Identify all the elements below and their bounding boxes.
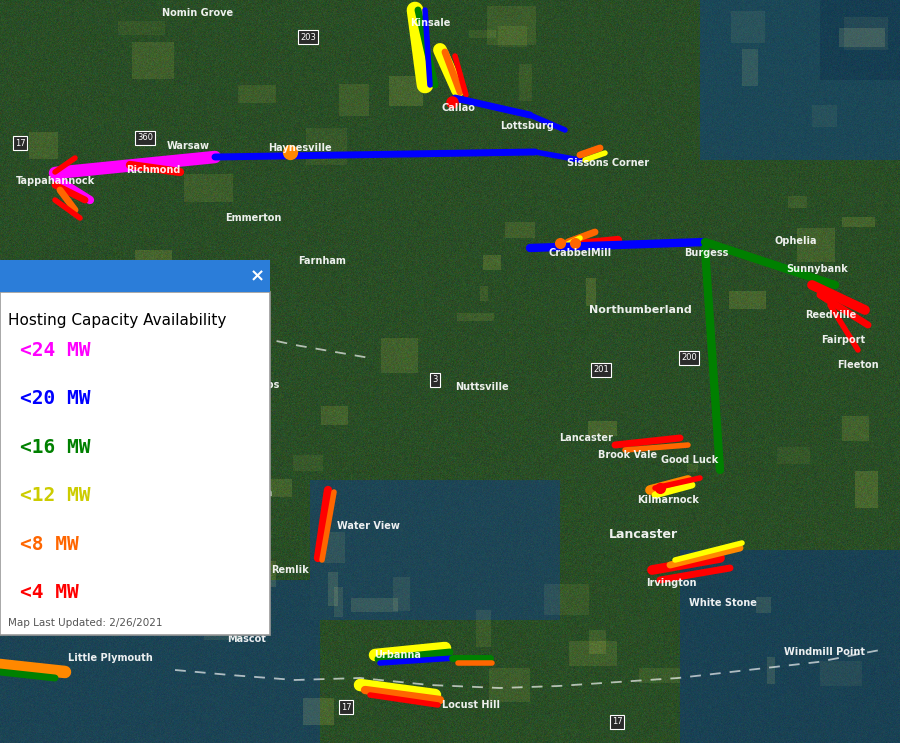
Text: Lancaster: Lancaster [559,433,613,443]
Text: <12 MW: <12 MW [20,487,91,505]
Text: Mascot: Mascot [228,634,266,644]
Text: Fairport: Fairport [821,335,865,345]
Text: 360: 360 [137,134,153,143]
Text: Warsaw: Warsaw [166,141,210,151]
Text: <24 MW: <24 MW [20,340,91,360]
Text: Irvington: Irvington [646,578,697,588]
Text: Urbanna: Urbanna [374,650,421,660]
Text: Brook Vale: Brook Vale [598,450,658,460]
Text: Fleeton: Fleeton [837,360,878,370]
Bar [0,260,270,292]
Text: Haynesville: Haynesville [268,143,332,153]
Text: 17: 17 [14,138,25,148]
Text: Lancaster: Lancaster [608,528,678,541]
Text: <16 MW: <16 MW [20,438,91,457]
Text: Jamaica: Jamaica [231,488,273,498]
Text: Kinsale: Kinsale [410,18,450,28]
Text: 203: 203 [300,33,316,42]
Text: Sunnybank: Sunnybank [786,264,848,274]
Text: <4 MW: <4 MW [20,583,79,603]
Text: Richmond: Richmond [126,165,180,175]
Text: Windmill Point: Windmill Point [785,647,866,657]
Text: Tappahannock: Tappahannock [15,176,94,186]
Text: White Stone: White Stone [689,598,757,608]
Text: Water View: Water View [337,521,400,531]
Text: 17: 17 [341,702,351,712]
Text: Farnham: Farnham [298,256,346,266]
Text: Locust Hill: Locust Hill [442,700,500,710]
Text: 3: 3 [432,375,437,384]
Text: Callao: Callao [441,103,475,113]
Text: <20 MW: <20 MW [20,389,91,408]
Text: Remlik: Remlik [271,565,309,575]
Text: Ophelia: Ophelia [775,236,817,246]
Text: CrabbelMill: CrabbelMill [548,248,612,258]
Text: Reedville: Reedville [806,310,857,320]
Text: 200: 200 [681,354,697,363]
Text: ×: × [249,267,265,285]
Text: Kilmarnock: Kilmarnock [637,495,699,505]
Text: Sharps: Sharps [241,380,279,390]
Text: Emmerton: Emmerton [225,213,281,223]
Text: Nomin Grove: Nomin Grove [162,8,234,18]
Text: Lottsburg: Lottsburg [500,121,554,131]
Text: Good Luck: Good Luck [662,455,718,465]
Text: Nuttsville: Nuttsville [455,382,508,392]
Text: Map Last Updated: 2/26/2021: Map Last Updated: 2/26/2021 [8,618,163,628]
Bar [0,292,270,635]
Text: 201: 201 [593,366,609,374]
Text: 17: 17 [612,718,622,727]
Text: Burgess: Burgess [684,248,728,258]
Text: <8 MW: <8 MW [20,535,79,554]
Text: Northumberland: Northumberland [589,305,691,315]
Text: Sissons Corner: Sissons Corner [567,158,649,168]
Text: Hosting Capacity Availability: Hosting Capacity Availability [8,313,227,328]
Text: Little Plymouth: Little Plymouth [68,653,152,663]
